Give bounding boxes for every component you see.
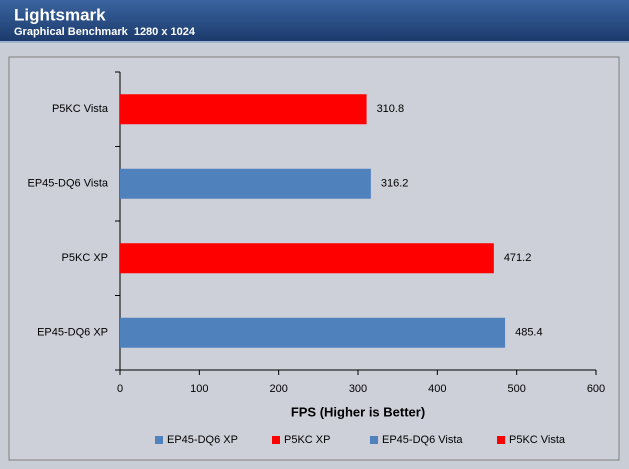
bar	[120, 94, 367, 125]
x-tick-label: 300	[349, 383, 367, 395]
data-label: 485.4	[515, 327, 543, 339]
bar	[120, 317, 506, 348]
x-tick-label: 600	[587, 383, 605, 395]
data-label: 316.2	[381, 178, 409, 190]
x-tick-label: 500	[507, 383, 525, 395]
x-tick-label: 200	[269, 383, 287, 395]
y-tick-label: EP45-DQ6 XP	[37, 327, 108, 339]
y-tick-label: P5KC XP	[62, 252, 108, 264]
header-banner	[0, 0, 629, 42]
bar	[120, 243, 494, 274]
bar	[120, 168, 371, 199]
x-axis-label: FPS (Higher is Better)	[291, 404, 425, 419]
legend-label: P5KC XP	[284, 434, 330, 446]
legend-label: EP45-DQ6 Vista	[382, 434, 463, 446]
legend-swatch	[370, 436, 378, 444]
legend-label: EP45-DQ6 XP	[167, 434, 238, 446]
legend-swatch	[155, 436, 163, 444]
x-tick-label: 100	[190, 383, 208, 395]
legend-label: P5KC Vista	[509, 434, 566, 446]
legend-swatch	[497, 436, 505, 444]
data-label: 471.2	[504, 252, 532, 264]
y-tick-label: EP45-DQ6 Vista	[27, 178, 108, 190]
data-label: 310.8	[377, 103, 405, 115]
y-tick-label: P5KC Vista	[52, 103, 109, 115]
legend-swatch	[272, 436, 280, 444]
header-title: Lightsmark	[14, 5, 106, 24]
x-tick-label: 400	[428, 383, 446, 395]
x-tick-label: 0	[117, 383, 123, 395]
header-subtitle: Graphical Benchmark 1280 x 1024	[14, 26, 196, 38]
